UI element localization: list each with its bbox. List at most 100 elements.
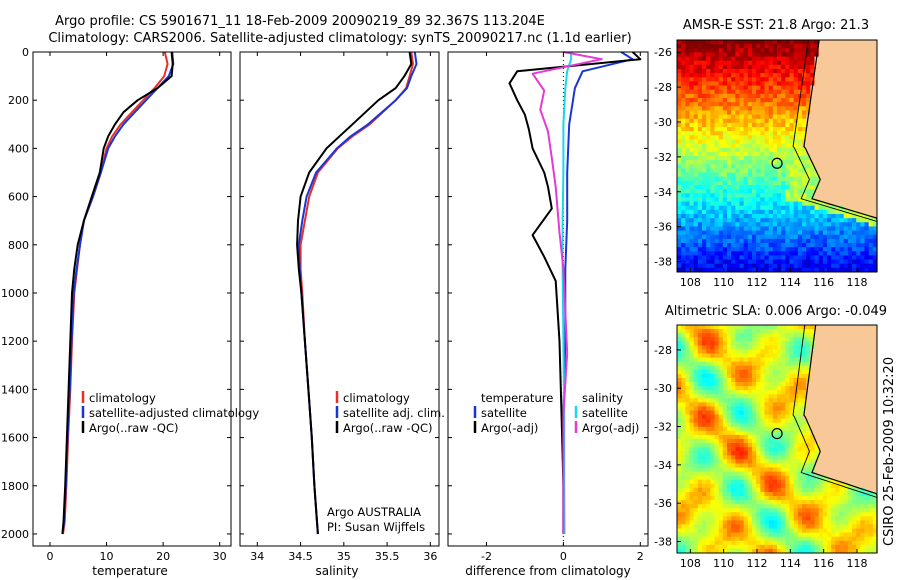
map-cell: [839, 410, 845, 416]
map-cell: [827, 44, 832, 49]
map-cell: [702, 479, 707, 485]
map-cell: [814, 353, 820, 359]
map-cell: [747, 160, 753, 165]
map-cell: [835, 127, 840, 132]
map-cell: [677, 353, 682, 359]
map-cell: [768, 439, 774, 444]
map-cell: [847, 60, 853, 66]
map-cell: [793, 147, 799, 153]
map-cell: [839, 160, 845, 165]
map-cell: [743, 382, 749, 387]
map-cell: [739, 455, 745, 460]
map-cell: [822, 122, 828, 128]
map-cell: [731, 414, 736, 420]
map-cell: [768, 430, 774, 436]
map-cell: [768, 131, 774, 136]
map-cell: [681, 172, 686, 178]
map-cell: [810, 353, 815, 359]
map-cell: [747, 209, 753, 215]
map-cell: [852, 209, 857, 215]
map-cell: [722, 189, 728, 194]
map-cell: [714, 325, 720, 330]
map-cell: [872, 247, 878, 252]
map-cell: [760, 93, 765, 99]
y-tick-label: -38: [654, 256, 672, 269]
map-cell: [864, 230, 870, 236]
map-cell: [806, 483, 811, 489]
map-cell: [731, 230, 736, 236]
map-cell: [739, 214, 745, 219]
map-cell: [731, 386, 736, 391]
map-cell: [685, 81, 690, 87]
map-cell: [772, 247, 778, 252]
map-cell: [856, 44, 861, 49]
map-cell: [697, 402, 703, 407]
map-cell: [693, 418, 699, 424]
map-cell: [781, 373, 786, 379]
map-cell: [693, 377, 699, 383]
map-cell: [839, 341, 845, 346]
map-cell: [831, 475, 836, 481]
map-cell: [693, 337, 699, 342]
map-cell: [718, 238, 724, 244]
map-cell: [868, 77, 874, 82]
map-cell: [756, 197, 761, 203]
map-cell: [739, 426, 745, 432]
map-cell: [689, 406, 695, 411]
map-cell: [685, 93, 690, 99]
map-cell: [760, 341, 765, 346]
map-cell: [685, 333, 690, 338]
map-cell: [806, 209, 811, 215]
map-cell: [677, 56, 682, 62]
map-cell: [685, 325, 690, 330]
map-cell: [747, 197, 753, 203]
map-cell: [772, 56, 778, 62]
map-cell: [860, 56, 865, 62]
map-cell: [722, 500, 728, 505]
map-cell: [777, 201, 782, 207]
map-cell: [835, 329, 840, 334]
map-cell: [852, 382, 857, 387]
map-cell: [722, 247, 728, 252]
map-cell: [714, 373, 720, 379]
map-cell: [714, 382, 720, 387]
map-cell: [772, 122, 778, 128]
map-cell: [727, 483, 732, 489]
map-cell: [710, 193, 715, 198]
difference-panel: -2 0 2 difference from climatology tempera…: [447, 51, 649, 578]
map-cell: [827, 40, 832, 45]
map-cell: [806, 345, 811, 350]
map-cell: [822, 81, 828, 87]
map-cell: [739, 263, 745, 269]
map-cell: [802, 345, 807, 350]
map-cell: [827, 81, 832, 87]
map-cell: [810, 230, 815, 236]
map-cell: [739, 447, 745, 452]
map-cell: [793, 127, 799, 132]
map-cell: [722, 243, 728, 248]
map-cell: [693, 40, 699, 45]
map-cell: [868, 247, 874, 252]
map-cell: [768, 40, 774, 45]
map-cell: [772, 106, 778, 111]
map-cell: [681, 349, 686, 354]
map-cell: [864, 135, 870, 140]
map-cell: [735, 251, 740, 256]
map-cell: [822, 475, 828, 481]
map-cell: [831, 176, 836, 182]
map-cell: [818, 341, 824, 346]
map-cell: [777, 337, 782, 342]
map-cell: [731, 390, 736, 395]
map-cell: [747, 106, 753, 111]
map-cell: [856, 422, 861, 428]
map-cell: [760, 230, 765, 236]
map-cell: [710, 398, 715, 403]
map-cell: [831, 243, 836, 248]
map-cell: [827, 238, 832, 244]
map-cell: [760, 325, 765, 330]
map-cell: [697, 102, 703, 107]
map-cell: [860, 414, 865, 420]
map-cell: [752, 430, 757, 436]
map-cell: [697, 430, 703, 436]
map-cell: [856, 48, 861, 53]
